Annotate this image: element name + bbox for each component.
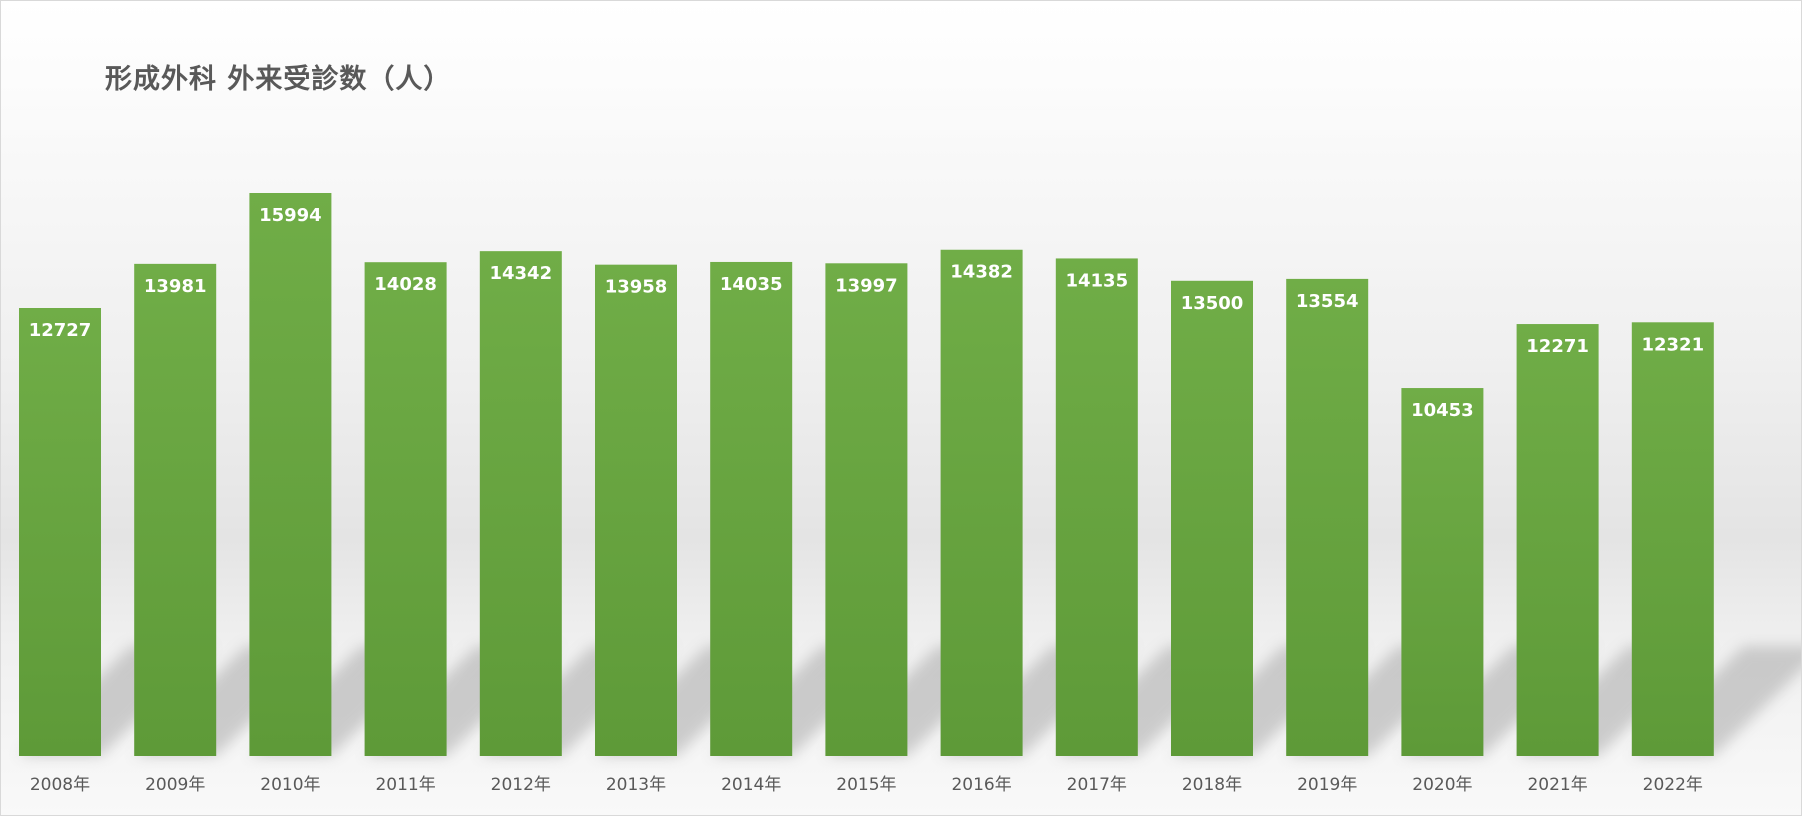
x-tick-label: 2013年 — [606, 775, 666, 795]
bar-2008年 — [19, 308, 101, 756]
x-tick-label: 2018年 — [1182, 775, 1242, 795]
data-label: 15994 — [259, 205, 322, 226]
bar-2020年 — [1401, 388, 1484, 756]
data-label: 14382 — [950, 262, 1013, 283]
x-tick-label: 2011年 — [375, 775, 435, 795]
x-tick-label: 2010年 — [260, 775, 320, 795]
bar-2011年 — [364, 262, 447, 756]
bar-2016年 — [940, 249, 1023, 756]
data-label: 13500 — [1181, 293, 1244, 314]
chart-title: 形成外科 外来受診数（人） — [105, 64, 452, 95]
x-tick-label: 2021年 — [1527, 775, 1587, 795]
data-label: 14035 — [720, 274, 783, 295]
data-label: 13554 — [1296, 291, 1359, 312]
x-tick-label: 2017年 — [1067, 775, 1127, 795]
x-tick-label: 2009年 — [145, 775, 205, 795]
bars — [19, 193, 1714, 756]
data-label: 12271 — [1526, 336, 1589, 357]
data-labels: 12727 13981 15994 14028 14342 13958 14035 13997… — [29, 205, 1704, 421]
bar-2013年 — [595, 264, 677, 756]
x-axis-tick-labels: 2008年 2009年 2010年 2011年 2012年 2013年 2014年 2015年… — [30, 775, 1703, 795]
data-label: 14135 — [1065, 270, 1128, 291]
x-tick-label: 2015年 — [836, 775, 896, 795]
x-tick-label: 2022年 — [1643, 775, 1703, 795]
bar-2018年 — [1171, 280, 1253, 756]
data-label: 13958 — [605, 277, 668, 298]
x-tick-label: 2019年 — [1297, 775, 1357, 795]
bar-2022年 — [1631, 322, 1714, 756]
bar-2009年 — [134, 263, 217, 756]
data-label: 12321 — [1641, 334, 1704, 355]
x-tick-label: 2014年 — [721, 775, 781, 795]
bar-2015年 — [825, 263, 908, 756]
x-tick-label: 2016年 — [951, 775, 1011, 795]
data-label: 13981 — [144, 276, 207, 297]
data-label: 10453 — [1411, 400, 1474, 421]
x-tick-label: 2008年 — [30, 775, 90, 795]
bar-2017年 — [1055, 258, 1138, 756]
bar-2021年 — [1516, 324, 1599, 756]
bar-2012年 — [479, 251, 562, 756]
bar-2014年 — [710, 261, 793, 756]
bar-2019年 — [1286, 278, 1369, 756]
x-tick-label: 2020年 — [1412, 775, 1472, 795]
data-label: 14028 — [374, 274, 437, 295]
bar-2010年 — [249, 193, 332, 756]
data-label: 13997 — [835, 275, 898, 296]
x-tick-label: 2012年 — [491, 775, 551, 795]
data-label: 14342 — [489, 263, 552, 284]
data-label: 12727 — [29, 320, 92, 341]
